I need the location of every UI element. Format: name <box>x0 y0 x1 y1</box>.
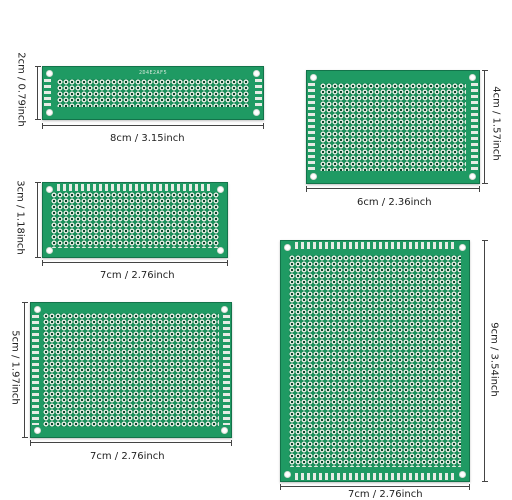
hole-grid <box>57 79 249 107</box>
width-dimension-line <box>306 186 480 192</box>
mounting-hole <box>217 186 224 193</box>
pcb-board-9x7cm <box>280 240 470 482</box>
mounting-hole <box>284 471 291 478</box>
mounting-hole <box>459 244 466 251</box>
mounting-hole <box>221 427 228 434</box>
pcb-board-6x4cm <box>306 70 480 184</box>
hole-grid <box>51 192 219 248</box>
mounting-hole <box>253 70 260 77</box>
mounting-hole <box>459 471 466 478</box>
mounting-hole <box>284 244 291 251</box>
mounting-hole <box>253 109 260 116</box>
edge-pads <box>223 315 230 425</box>
silkscreen-label: 2D4E2AF5 <box>139 70 168 76</box>
height-label-9x7: 9cm / 3.54inch <box>488 322 500 397</box>
hole-grid <box>289 255 461 467</box>
mounting-hole <box>46 70 53 77</box>
edge-pads <box>471 83 478 171</box>
mounting-hole <box>221 306 228 313</box>
width-label-9x7: 7cm / 2.76inch <box>348 489 423 500</box>
edge-pads <box>295 242 455 249</box>
width-dimension-line <box>30 440 232 446</box>
mounting-hole <box>310 74 317 81</box>
edge-pads <box>44 79 51 107</box>
width-label-6x4: 6cm / 2.36inch <box>357 197 432 208</box>
width-label-8x2: 8cm / 3.15inch <box>110 133 185 144</box>
height-dimension-line <box>35 182 41 258</box>
edge-pads <box>295 473 455 480</box>
width-dimension-line <box>42 123 264 129</box>
height-dimension-line <box>482 240 488 482</box>
height-dimension-line <box>35 66 41 120</box>
height-label-7x5: 5cm / 1.97inch <box>9 330 21 405</box>
width-label-7x5: 7cm / 2.76inch <box>90 451 165 462</box>
height-dimension-line <box>482 70 488 184</box>
mounting-hole <box>46 186 53 193</box>
edge-pads <box>32 315 39 425</box>
mounting-hole <box>310 173 317 180</box>
width-dimension-line <box>280 484 470 490</box>
mounting-hole <box>469 173 476 180</box>
mounting-hole <box>46 247 53 254</box>
edge-pads <box>255 79 262 107</box>
height-label-7x3: 3cm / 1.18inch <box>14 180 26 255</box>
edge-pads <box>57 184 213 191</box>
mounting-hole <box>34 306 41 313</box>
mounting-hole <box>217 247 224 254</box>
edge-pads <box>308 83 315 171</box>
width-dimension-line <box>42 260 228 266</box>
mounting-hole <box>34 427 41 434</box>
height-label-6x4: 4cm / 1.57inch <box>490 86 502 161</box>
pcb-board-8x2cm: 2D4E2AF5 <box>42 66 264 120</box>
height-label-8x2: 2cm / 0.79inch <box>15 52 27 127</box>
mounting-hole <box>469 74 476 81</box>
pcb-board-7x5cm <box>30 302 232 438</box>
pcb-board-7x3cm <box>42 182 228 258</box>
hole-grid <box>43 313 219 427</box>
height-dimension-line <box>22 302 28 438</box>
hole-grid <box>320 83 466 171</box>
mounting-hole <box>46 109 53 116</box>
width-label-7x3: 7cm / 2.76inch <box>100 270 175 281</box>
